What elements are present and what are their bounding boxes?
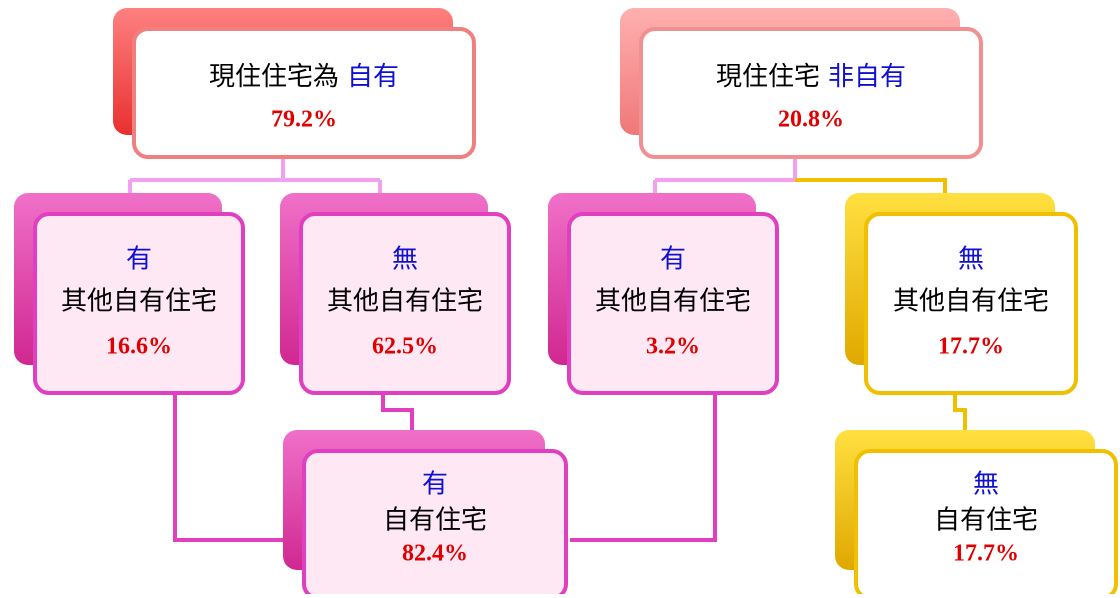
- node-highlight: 非自有: [828, 62, 906, 92]
- connector: [128, 157, 382, 195]
- node-value: 17.7%: [938, 334, 1004, 360]
- node-label: 自有住宅: [934, 506, 1038, 536]
- node-title: 現住住宅 非自有: [716, 62, 906, 92]
- node-label: 其他自有住宅: [61, 287, 217, 317]
- connector: [173, 393, 292, 542]
- node-label: 自有住宅: [383, 506, 487, 536]
- node-label: 現住住宅為: [209, 62, 339, 92]
- node: 現住住宅為 自有 79.2%: [113, 8, 476, 159]
- node-highlight: 無: [958, 245, 984, 275]
- node-value: 16.6%: [106, 334, 172, 360]
- node-highlight: 自有: [347, 62, 399, 92]
- node-label: 其他自有住宅: [327, 287, 483, 317]
- node-value: 82.4%: [402, 541, 468, 567]
- node-value: 20.8%: [778, 107, 844, 133]
- node: 現住住宅 非自有 20.8%: [620, 8, 983, 159]
- node-highlight: 有: [422, 470, 448, 500]
- node-box: [854, 449, 1118, 598]
- node-value: 62.5%: [372, 334, 438, 360]
- connector: [795, 178, 947, 195]
- node-label: 其他自有住宅: [893, 287, 1049, 317]
- connector: [653, 157, 797, 195]
- node-value: 3.2%: [646, 334, 700, 360]
- node-box: [33, 212, 245, 395]
- node-highlight: 無: [973, 470, 999, 500]
- node-label: 現住住宅: [716, 62, 820, 92]
- node-highlight: 有: [660, 245, 686, 275]
- node-label: 其他自有住宅: [595, 287, 751, 317]
- connector: [570, 393, 717, 542]
- node-box: [302, 449, 568, 598]
- connectors: [128, 157, 967, 542]
- node-box: [567, 212, 779, 395]
- node-value: 79.2%: [271, 107, 337, 133]
- connector: [381, 393, 414, 432]
- node-box: [132, 27, 476, 159]
- node-value: 17.7%: [953, 541, 1019, 567]
- node-title: 現住住宅為 自有: [209, 62, 399, 92]
- connector: [953, 393, 967, 432]
- node-highlight: 無: [392, 245, 418, 275]
- node-box: [864, 212, 1078, 395]
- node-box: [639, 27, 983, 159]
- node-box: [299, 212, 511, 395]
- node-highlight: 有: [126, 245, 152, 275]
